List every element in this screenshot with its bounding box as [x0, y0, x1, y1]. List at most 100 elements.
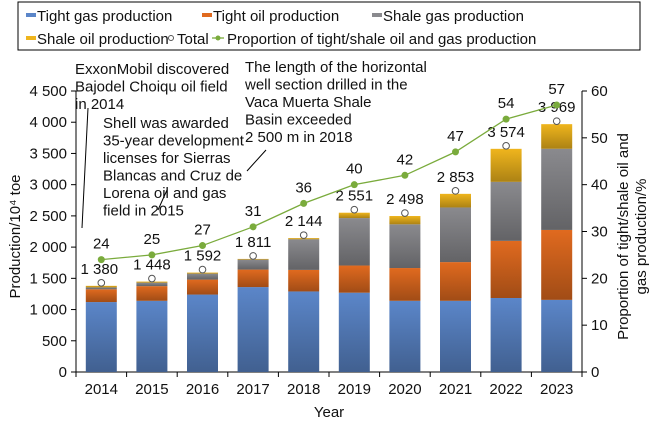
y2-tick-label: 10 — [591, 317, 608, 334]
annotation-text: well section drilled in the — [244, 77, 408, 94]
y-tick-label: 3 500 — [29, 145, 67, 162]
y-axis-label: Production/10⁴ toe — [7, 174, 24, 298]
total-label: 1 380 — [81, 261, 119, 278]
proportion-marker — [199, 242, 206, 250]
bar-tight-gas-production-2021 — [440, 300, 471, 372]
total-marker — [198, 265, 207, 274]
x-tick-label: 2014 — [85, 381, 118, 398]
bar-tight-oil-production-2022 — [490, 240, 522, 299]
bar-shale-oil-production-2019 — [338, 212, 370, 219]
legend-swatch — [202, 13, 212, 17]
annotation-text: Lorena oil and gas — [103, 185, 226, 202]
bar-shale-gas-production-2023 — [541, 148, 573, 230]
proportion-marker — [401, 171, 409, 179]
annotation-text: Blancas and Cruz de — [103, 168, 242, 185]
bar-shale-gas-production-2022 — [490, 181, 522, 241]
y-tick-label: 1 500 — [29, 270, 67, 287]
proportion-marker — [300, 199, 308, 207]
bar-tight-oil-production-2017 — [237, 269, 269, 288]
x-tick-label: 2016 — [186, 381, 219, 398]
proportion-marker — [249, 223, 257, 231]
proportion-line — [101, 104, 557, 261]
proportion-marker — [148, 251, 156, 259]
proportion-marker — [350, 181, 358, 189]
y-tick-label: 4 000 — [29, 114, 67, 131]
bar-shale-gas-production-2021 — [440, 207, 471, 263]
bar-tight-gas-production-2014 — [85, 302, 117, 372]
bar-tight-gas-production-2018 — [288, 291, 320, 372]
bar-shale-oil-production-2021 — [440, 193, 471, 208]
legend-label: Shale oil production — [37, 31, 169, 48]
total-marker — [299, 231, 308, 239]
x-tick-label: 2021 — [439, 381, 472, 398]
bar-shale-gas-production-2019 — [338, 218, 370, 266]
bar-tight-oil-production-2023 — [541, 229, 573, 300]
bar-shale-gas-production-2017 — [237, 259, 269, 270]
annotation-text: The length of the horizontal — [245, 59, 427, 76]
bar-tight-oil-production-2021 — [440, 262, 471, 301]
bar-shale-gas-production-2020 — [389, 224, 421, 269]
y-tick-label: 2 500 — [29, 208, 67, 225]
annotation-leader — [157, 189, 168, 211]
y-tick-label: 1 000 — [29, 302, 67, 319]
annotation-text: in 2014 — [75, 96, 124, 113]
proportion-label: 25 — [144, 231, 161, 248]
legend-label: Tight oil production — [213, 8, 339, 25]
proportion-label: 31 — [245, 203, 262, 220]
bar-tight-gas-production-2017 — [237, 287, 269, 372]
proportion-label: 40 — [346, 161, 363, 178]
annotation-text: Basin exceeded — [245, 112, 352, 129]
y2-tick-label: 40 — [591, 177, 608, 194]
x-axis-label: Year — [314, 404, 344, 421]
y-tick-label: 3 000 — [29, 177, 67, 194]
y2-tick-label: 0 — [591, 364, 599, 381]
x-tick-label: 2017 — [236, 381, 269, 398]
legend-swatch — [26, 13, 36, 17]
total-marker — [148, 274, 156, 283]
bar-tight-gas-production-2015 — [136, 300, 168, 372]
legend-swatch — [26, 36, 36, 40]
bar-shale-oil-production-2022 — [490, 148, 522, 182]
y2-tick-label: 20 — [591, 270, 608, 287]
proportion-marker — [502, 115, 510, 123]
bar-tight-oil-production-2016 — [187, 279, 218, 295]
annotation-text: licenses for Sierras — [103, 150, 231, 167]
annotation-text: 2 500 m in 2018 — [245, 129, 353, 146]
annotation-text: Shell was awarded — [103, 115, 229, 132]
bar-tight-oil-production-2014 — [85, 289, 117, 303]
bar-tight-oil-production-2015 — [136, 286, 168, 301]
annotation-text: 35-year development — [103, 133, 245, 150]
total-label: 2 498 — [386, 191, 424, 208]
total-label: 1 811 — [235, 234, 271, 251]
bar-tight-gas-production-2019 — [338, 292, 370, 372]
legend-label: Tight gas production — [37, 8, 172, 25]
legend-box — [17, 1, 641, 51]
x-tick-label: 2022 — [489, 381, 522, 398]
legend-line-marker — [215, 35, 221, 41]
legend-swatch — [372, 13, 382, 17]
bar-tight-gas-production-2016 — [187, 294, 218, 372]
y-tick-label: 500 — [42, 333, 67, 350]
bar-shale-gas-production-2016 — [187, 273, 218, 280]
bar-shale-oil-production-2023 — [541, 124, 573, 149]
y2-tick-label: 50 — [591, 130, 608, 147]
y2-axis-label: gas production/% — [633, 179, 650, 295]
total-marker — [502, 142, 510, 150]
total-label: 1 448 — [133, 257, 171, 274]
proportion-label: 54 — [498, 95, 515, 112]
total-marker — [451, 187, 460, 195]
bar-tight-gas-production-2020 — [389, 300, 421, 372]
x-tick-label: 2020 — [388, 381, 421, 398]
annotation-leader — [246, 149, 267, 172]
bar-tight-gas-production-2023 — [541, 299, 573, 372]
bar-tight-oil-production-2018 — [288, 269, 320, 292]
proportion-label: 24 — [93, 236, 110, 253]
y2-tick-label: 60 — [591, 83, 608, 100]
annotation-leader — [81, 107, 89, 229]
legend-label: Shale gas production — [383, 8, 524, 25]
total-marker — [350, 205, 359, 214]
bar-shale-gas-production-2018 — [288, 239, 320, 270]
bar-tight-oil-production-2020 — [389, 268, 421, 301]
proportion-label: 36 — [295, 179, 312, 196]
total-label: 3 574 — [487, 124, 525, 141]
